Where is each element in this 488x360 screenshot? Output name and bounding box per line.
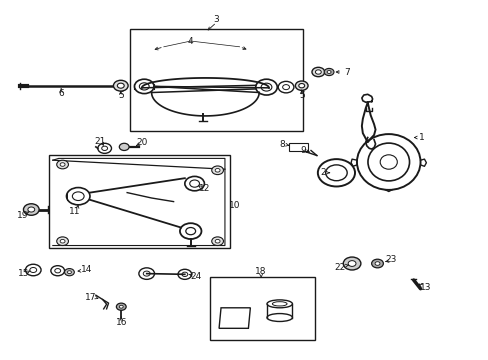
Text: 3: 3 — [213, 15, 219, 24]
Circle shape — [57, 237, 68, 246]
Text: 19: 19 — [17, 211, 28, 220]
Circle shape — [119, 143, 129, 150]
Circle shape — [295, 81, 307, 90]
Circle shape — [298, 84, 304, 88]
Text: 14: 14 — [81, 266, 93, 275]
Circle shape — [371, 259, 383, 268]
Circle shape — [113, 80, 128, 91]
Circle shape — [326, 71, 330, 73]
Text: 23: 23 — [385, 256, 396, 264]
Text: 8: 8 — [279, 140, 285, 149]
Text: 16: 16 — [115, 318, 127, 327]
Text: 17: 17 — [85, 293, 97, 302]
Text: 9: 9 — [300, 146, 306, 155]
Circle shape — [215, 168, 220, 172]
Circle shape — [315, 70, 321, 74]
Text: 5: 5 — [118, 91, 123, 100]
Circle shape — [23, 204, 39, 215]
Circle shape — [374, 262, 379, 265]
Circle shape — [215, 239, 220, 243]
Circle shape — [60, 239, 65, 243]
Circle shape — [116, 303, 126, 310]
Text: 6: 6 — [58, 89, 64, 98]
Text: 22: 22 — [333, 263, 345, 272]
Text: 20: 20 — [136, 138, 147, 147]
Text: 1: 1 — [418, 133, 424, 142]
Circle shape — [347, 261, 355, 266]
Text: 7: 7 — [344, 68, 349, 77]
Bar — [210, 277, 315, 340]
Text: 11: 11 — [68, 207, 80, 216]
Text: 15: 15 — [18, 269, 29, 278]
Circle shape — [311, 67, 324, 77]
Text: 13: 13 — [419, 283, 430, 292]
Circle shape — [324, 68, 333, 76]
Circle shape — [343, 257, 360, 270]
Bar — [129, 29, 303, 131]
Text: 21: 21 — [94, 138, 105, 147]
Text: 4: 4 — [187, 37, 193, 46]
Text: 18: 18 — [255, 267, 266, 276]
Circle shape — [64, 269, 74, 276]
Circle shape — [211, 166, 223, 175]
Text: 5: 5 — [298, 91, 304, 100]
Circle shape — [119, 305, 123, 308]
Circle shape — [60, 163, 65, 166]
Bar — [49, 155, 229, 248]
Bar — [289, 143, 307, 151]
Circle shape — [57, 160, 68, 169]
Text: 10: 10 — [228, 201, 240, 210]
Text: 12: 12 — [198, 184, 210, 193]
Text: 2: 2 — [319, 168, 325, 177]
Circle shape — [67, 271, 71, 274]
Circle shape — [211, 237, 223, 246]
Text: 24: 24 — [189, 272, 201, 281]
Circle shape — [117, 83, 124, 88]
Circle shape — [28, 207, 35, 212]
